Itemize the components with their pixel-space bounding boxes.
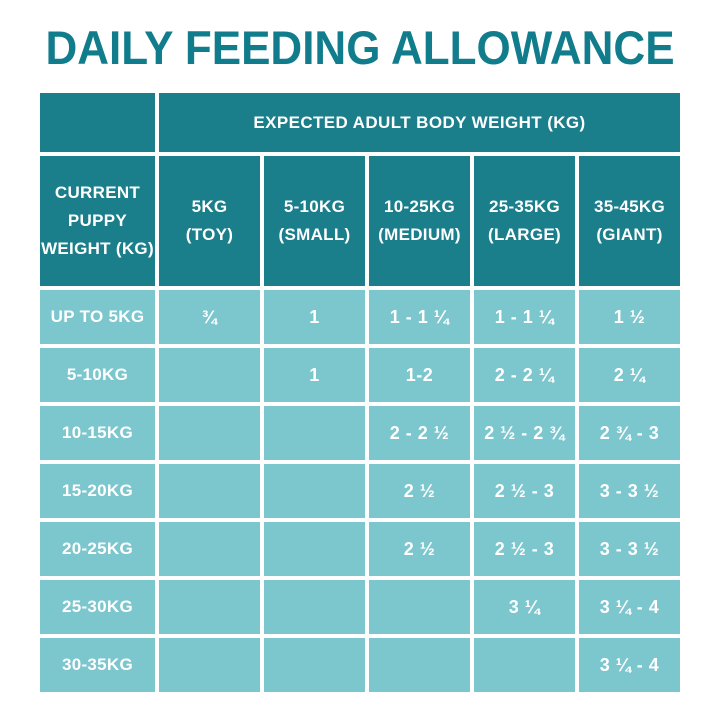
cell-value: 2 ½ (369, 464, 470, 518)
column-group-header: EXPECTED ADULT BODY WEIGHT (KG) (159, 93, 680, 152)
cell-value (474, 638, 575, 692)
cell-value (264, 580, 365, 634)
cell-value: ¾ (159, 290, 260, 344)
cell-value: 3 ¼ - 4 (579, 580, 680, 634)
column-header-giant: 35-45KG (GIANT) (579, 156, 680, 286)
cell-value (264, 638, 365, 692)
cell-value: 2 - 2 ¼ (474, 348, 575, 402)
cell-value: 3 ¼ (474, 580, 575, 634)
cell-value: 2 - 2 ½ (369, 406, 470, 460)
cell-value (369, 638, 470, 692)
table-corner-cell (40, 93, 155, 152)
row-label: 20-25KG (40, 522, 155, 576)
cell-value: 1-2 (369, 348, 470, 402)
row-label: 30-35KG (40, 638, 155, 692)
cell-value: 2 ½ - 2 ¾ (474, 406, 575, 460)
column-header-toy: 5KG (TOY) (159, 156, 260, 286)
cell-value (159, 348, 260, 402)
cell-value: 3 - 3 ½ (579, 522, 680, 576)
column-header-large: 25-35KG (LARGE) (474, 156, 575, 286)
cell-value: 3 - 3 ½ (579, 464, 680, 518)
feeding-table: EXPECTED ADULT BODY WEIGHT (KG) CURRENT … (40, 93, 680, 692)
cell-value (369, 580, 470, 634)
cell-value (264, 522, 365, 576)
row-label: 10-15KG (40, 406, 155, 460)
cell-value: 1 (264, 290, 365, 344)
cell-value (159, 406, 260, 460)
column-header-small: 5-10KG (SMALL) (264, 156, 365, 286)
page-title: DAILY FEEDING ALLOWANCE (45, 22, 675, 75)
cell-value (159, 580, 260, 634)
cell-value: 2 ¾ - 3 (579, 406, 680, 460)
row-label: 15-20KG (40, 464, 155, 518)
column-header-medium: 10-25KG (MEDIUM) (369, 156, 470, 286)
cell-value (159, 638, 260, 692)
cell-value: 1 (264, 348, 365, 402)
row-label: UP TO 5KG (40, 290, 155, 344)
row-label: 5-10KG (40, 348, 155, 402)
cell-value: 1 ½ (579, 290, 680, 344)
cell-value: 2 ½ - 3 (474, 464, 575, 518)
cell-value (264, 464, 365, 518)
cell-value: 3 ¼ - 4 (579, 638, 680, 692)
cell-value: 2 ½ - 3 (474, 522, 575, 576)
cell-value: 2 ¼ (579, 348, 680, 402)
cell-value (159, 464, 260, 518)
row-label: 25-30KG (40, 580, 155, 634)
row-group-header: CURRENT PUPPY WEIGHT (KG) (40, 156, 155, 286)
cell-value (159, 522, 260, 576)
cell-value: 1 - 1 ¼ (474, 290, 575, 344)
cell-value (264, 406, 365, 460)
cell-value: 1 - 1 ¼ (369, 290, 470, 344)
cell-value: 2 ½ (369, 522, 470, 576)
